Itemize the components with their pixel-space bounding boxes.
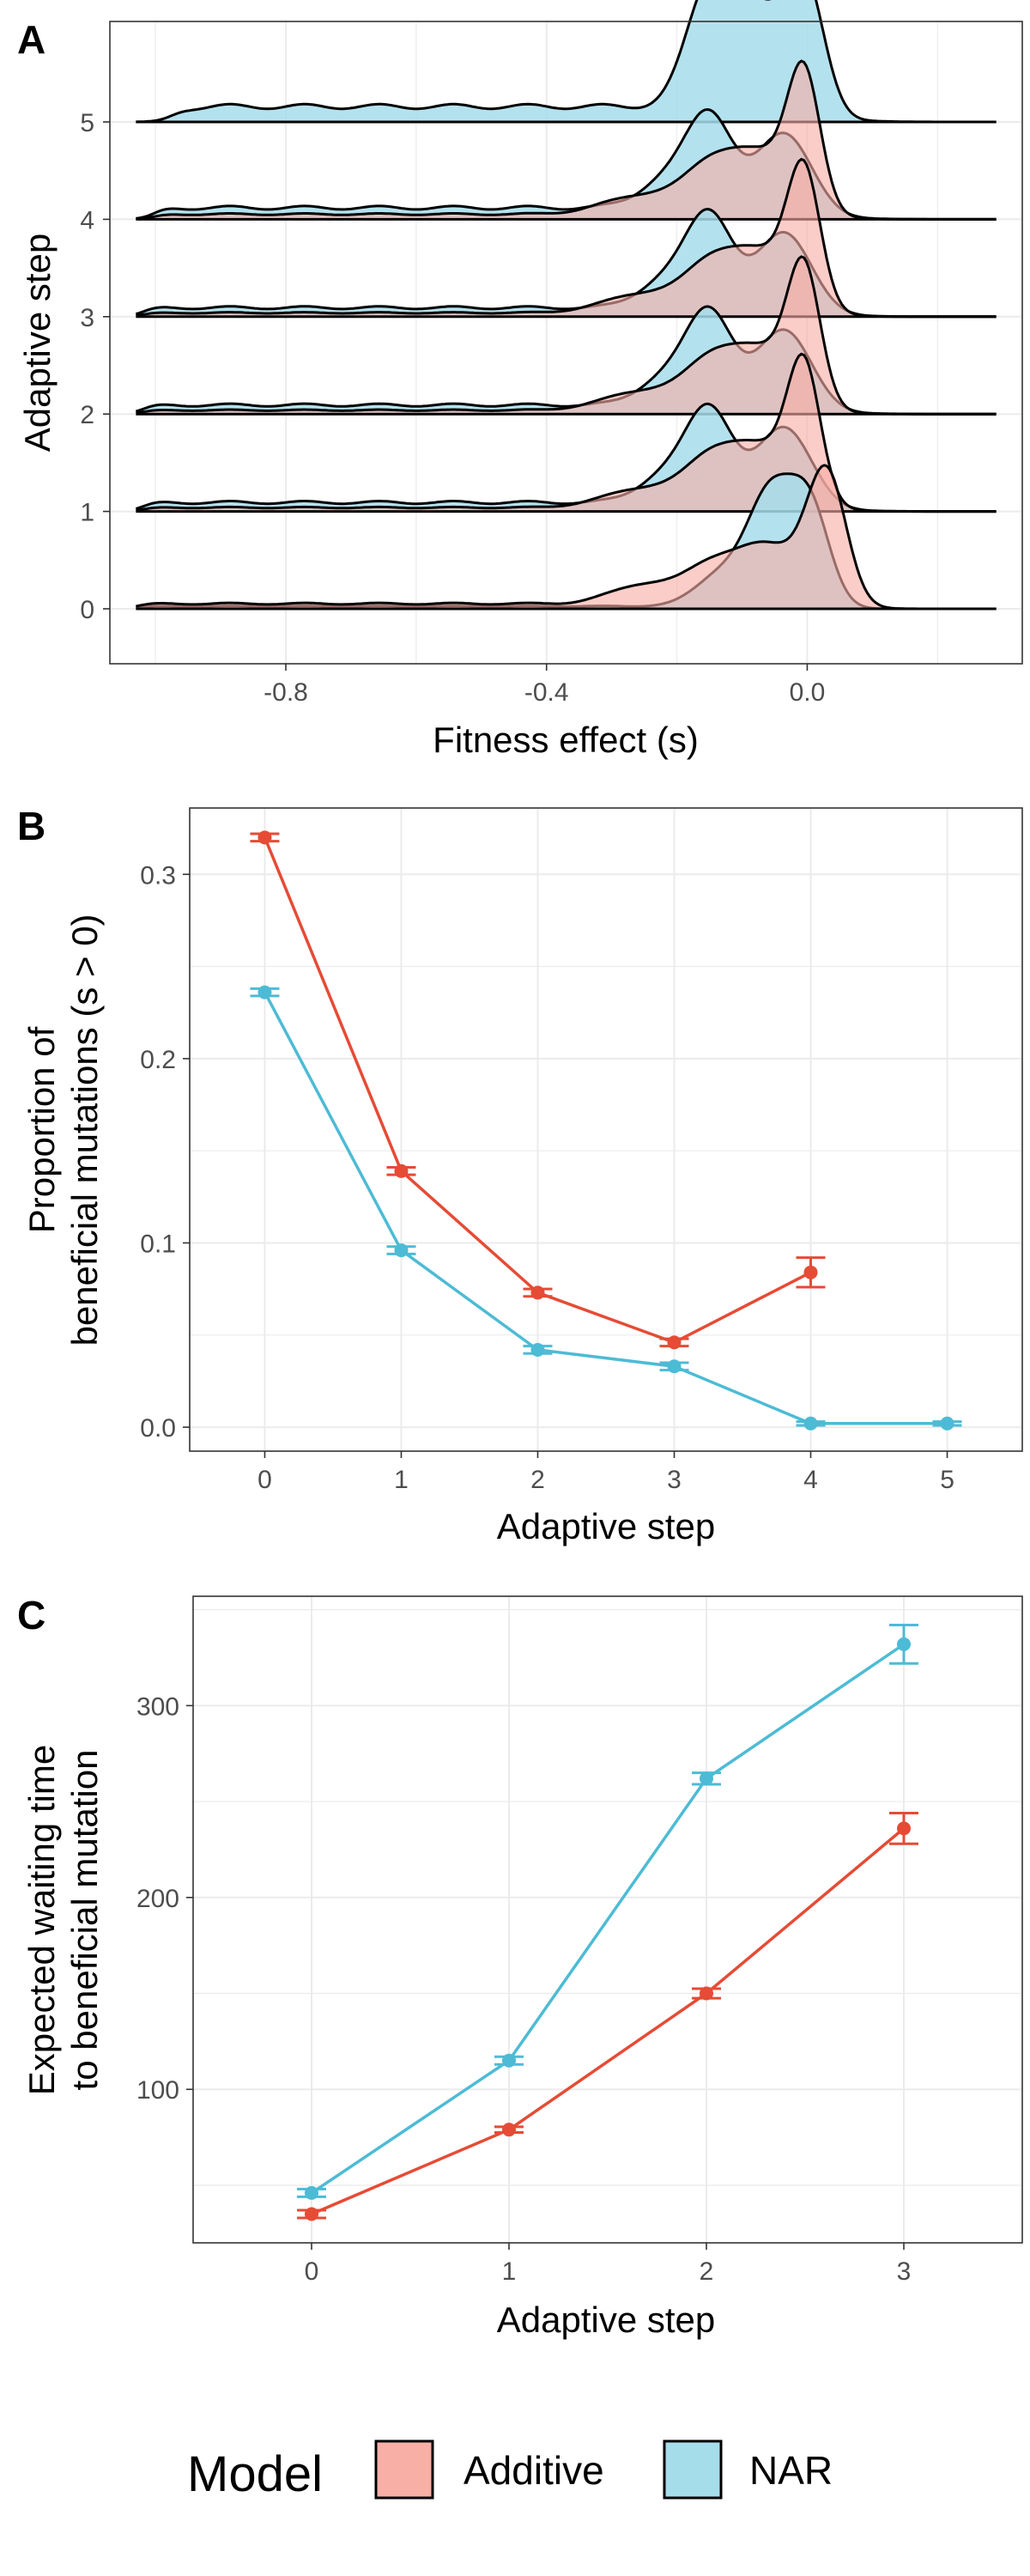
panel-c-point-nar — [502, 2053, 516, 2068]
panel-b-point-additive — [667, 1335, 682, 1350]
panel-c-x-axis-title: Adaptive step — [497, 2300, 716, 2340]
panel-b-point-additive — [803, 1265, 818, 1279]
panel-c-line-nar — [311, 1643, 905, 2195]
panel-b-point-nar — [803, 1416, 818, 1431]
panel-b-x-tick-label: 4 — [803, 1466, 818, 1494]
panel-b-y-axis-title-line1: Proportion of — [21, 1026, 62, 1233]
panel-c-point-additive — [502, 2123, 516, 2137]
panel-a-x-tick-label: -0.8 — [264, 678, 308, 707]
panel-b-point-nar — [394, 1243, 409, 1258]
panel-c-x-tick-label: 0 — [305, 2257, 319, 2286]
panel-c-point-additive — [897, 1821, 911, 1836]
panel-a-y-tick-label: 5 — [80, 109, 94, 137]
panel-c-y-tick-label: 300 — [136, 1692, 179, 1721]
panel-a-y-tick-label: 0 — [80, 596, 94, 624]
panel-c-line-additive — [311, 1827, 906, 2216]
panel-c-ticks: 100 200 300 0 1 2 3 — [136, 1692, 911, 2286]
panel-c-x-tick-label: 3 — [897, 2257, 912, 2286]
legend-label-additive: Additive — [464, 2448, 604, 2493]
panel-b-point-additive — [258, 830, 272, 845]
panel-c-gridlines — [193, 1596, 1022, 2243]
ridge-step-0 — [136, 464, 997, 611]
legend: Model Additive NAR — [187, 2439, 833, 2502]
panel-b-x-axis-title: Adaptive step — [497, 1506, 716, 1546]
panel-a-background — [110, 21, 1022, 664]
panel-b-line-nar — [263, 991, 948, 1425]
panel-b-point-nar — [667, 1359, 682, 1374]
panel-a-ticks: -0.8 -0.4 0.0 0 1 2 3 4 5 — [80, 109, 825, 707]
panel-a-y-tick-label: 4 — [80, 206, 94, 234]
panel-c-point-nar — [700, 1771, 713, 1786]
panel-b-point-nar — [258, 985, 272, 999]
panel-b-border — [189, 807, 1023, 1452]
panel-c-y-tick-label: 200 — [136, 1885, 179, 1913]
panel-c: C 100 200 300 0 1 2 3 Adaptive step Expected w… — [17, 1593, 1023, 2340]
panel-c-x-tick-label: 2 — [700, 2257, 714, 2286]
panel-b-y-tick-label: 0.2 — [140, 1046, 176, 1074]
ridge-area-additive-4 — [136, 61, 997, 220]
panel-a-y-axis-title: Adaptive step — [17, 234, 58, 453]
panel-letter-c: C — [17, 1593, 45, 1637]
panel-c-point-additive — [700, 1986, 713, 2001]
ridge-step-2 — [135, 255, 997, 416]
panel-b-point-additive — [394, 1163, 409, 1178]
panel-a-x-tick-label: -0.4 — [524, 678, 569, 707]
panel-b-x-tick-label: 0 — [258, 1466, 272, 1494]
panel-b-background — [190, 808, 1022, 1451]
panel-a-x-axis-title: Fitness effect (s) — [433, 720, 699, 760]
ridge-area-additive-0 — [136, 465, 997, 609]
panel-letter-a: A — [17, 17, 45, 62]
panel-b-series — [250, 830, 962, 1431]
panel-b-point-nar — [940, 1416, 954, 1431]
panel-c-y-tick-label: 100 — [136, 2076, 179, 2105]
panel-c-y-axis-title-line2: to beneficial mutation — [64, 1750, 105, 2091]
ridge-line-additive-1 — [136, 352, 997, 513]
panel-c-series — [297, 1624, 918, 2221]
panel-b-y-tick-label: 0.0 — [140, 1414, 176, 1443]
panel-c-point-additive — [305, 2207, 318, 2221]
legend-label-nar: NAR — [749, 2448, 833, 2493]
panel-b-point-additive — [530, 1285, 545, 1300]
panel-b-y-tick-label: 0.3 — [140, 861, 176, 890]
ridge-step-5 — [136, 0, 997, 124]
panel-a-y-tick-label: 2 — [80, 401, 94, 429]
panel-c-border — [192, 1595, 1023, 2244]
ridge-area-additive-1 — [136, 354, 997, 512]
ridge-step-4 — [136, 59, 997, 221]
ridge-area-additive-2 — [136, 256, 997, 415]
legend-key-additive — [374, 2439, 434, 2500]
ridge-area-nar-5 — [136, 0, 997, 122]
ridge-line-additive-2 — [136, 255, 997, 416]
ridge-line-nar-5 — [136, 0, 997, 124]
panel-b-x-tick-label: 3 — [667, 1466, 682, 1494]
ridge-step-3 — [135, 157, 997, 319]
panel-b-x-tick-label: 2 — [530, 1466, 545, 1494]
ridge-line-additive-0 — [136, 464, 997, 611]
legend-key-nar — [663, 2439, 723, 2500]
panel-b-ticks: 0.0 0.1 0.2 0.3 0 1 2 3 4 5 — [140, 861, 954, 1494]
panel-b-y-axis-title-line2: beneficial mutations (s > 0) — [64, 914, 105, 1346]
panel-c-x-tick-label: 1 — [502, 2257, 517, 2286]
panel-b-point-nar — [530, 1342, 545, 1357]
panel-b-y-tick-label: 0.1 — [140, 1230, 176, 1258]
panel-a-ridges — [135, 0, 997, 611]
ridge-line-additive-4 — [136, 59, 997, 221]
panel-b: B 0.0 0.1 0.2 0.3 0 1 2 3 4 5 Adaptive step Propo… — [17, 804, 1023, 1546]
legend-title: Model — [187, 2446, 323, 2502]
panel-c-y-axis-title-line1: Expected waiting time — [21, 1745, 62, 2096]
ridge-area-additive-3 — [136, 159, 997, 317]
panel-a-y-tick-label: 1 — [80, 499, 94, 527]
panel-b-x-tick-label: 5 — [940, 1466, 954, 1494]
ridge-line-additive-3 — [136, 157, 997, 319]
panel-a-x-tick-label: 0.0 — [790, 678, 826, 707]
panel-c-point-nar — [897, 1637, 911, 1651]
panel-a-y-tick-label: 3 — [80, 304, 94, 332]
panel-a: A -0.8 -0.4 0.0 0 1 2 3 4 5 Fitness effect (s) A… — [17, 0, 1023, 760]
panel-letter-b: B — [17, 804, 45, 848]
panel-a-border — [109, 21, 1023, 665]
panel-b-x-tick-label: 1 — [394, 1466, 409, 1494]
panel-c-point-nar — [305, 2185, 318, 2200]
